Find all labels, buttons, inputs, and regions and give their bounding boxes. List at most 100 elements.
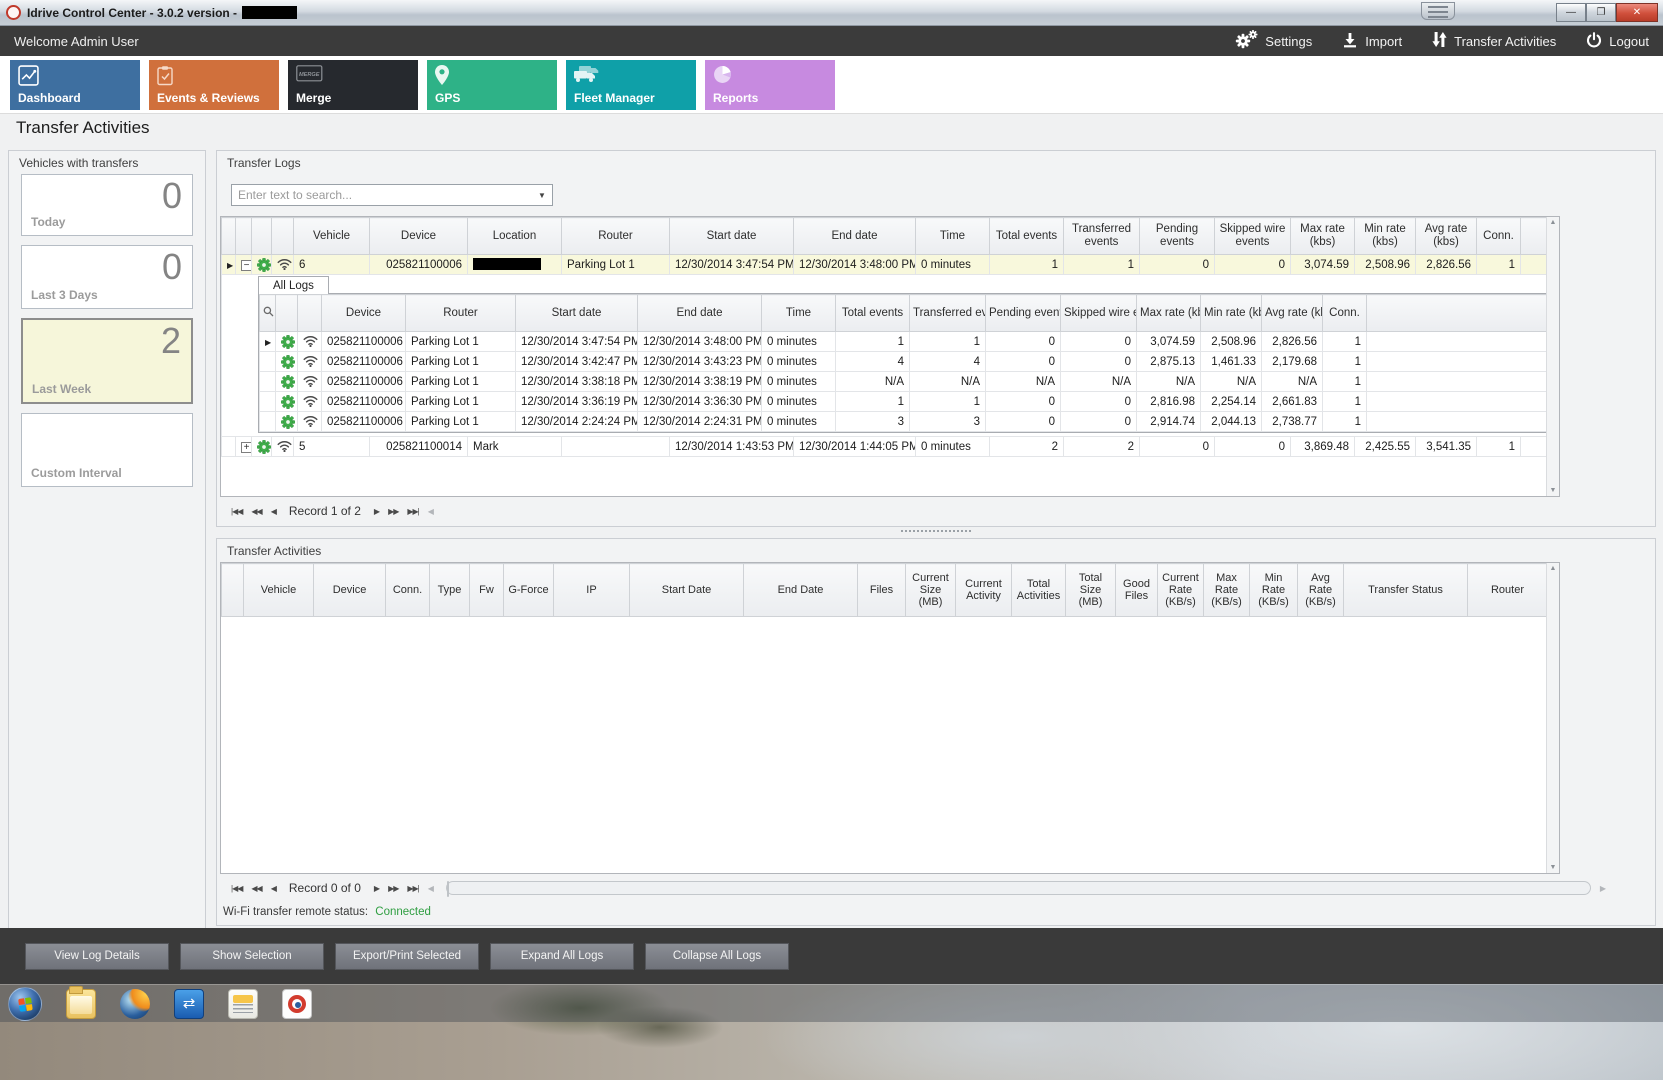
column-header[interactable]: Total events	[835, 294, 910, 332]
column-header[interactable]: Vehicle	[293, 217, 370, 255]
mail-app-icon[interactable]	[228, 988, 258, 1019]
column-header-blank[interactable]	[235, 217, 252, 255]
column-header[interactable]: End Date	[743, 563, 858, 617]
scroll-up-icon[interactable]: ▲	[1549, 219, 1557, 226]
tab-all-logs[interactable]: All Logs	[258, 276, 329, 294]
column-header[interactable]: Current Activity	[955, 563, 1012, 617]
column-header[interactable]: Good Files	[1115, 563, 1158, 617]
column-header[interactable]: IP	[553, 563, 630, 617]
nav-next-page-button[interactable]: ▶▶	[388, 883, 399, 893]
column-header[interactable]: Current Size (MB)	[905, 563, 956, 617]
vertical-scrollbar[interactable]: ▲ ▼	[1546, 563, 1559, 873]
scroll-up-icon[interactable]: ▲	[1549, 565, 1557, 572]
column-header[interactable]: Max rate (kbs)	[1290, 217, 1355, 255]
column-header[interactable]: Time	[915, 217, 990, 255]
column-header[interactable]: Avg rate (kbs)	[1261, 294, 1323, 332]
table-row[interactable]: 025821100006 Parking Lot 1 12/30/2014 3:42…	[259, 351, 1546, 372]
transfer-activities-button[interactable]: Transfer Activities	[1432, 31, 1556, 51]
expand-toggle[interactable]: +	[241, 441, 251, 453]
column-header[interactable]: Max rate (kbs)	[1136, 294, 1201, 332]
hscroll-left-icon[interactable]: ◀	[427, 883, 434, 893]
table-row[interactable]: 025821100006 Parking Lot 1 12/30/2014 3:38…	[259, 371, 1546, 392]
show-selection-button[interactable]: Show Selection	[180, 942, 324, 970]
firefox-icon[interactable]	[120, 988, 150, 1019]
column-header[interactable]: Type	[429, 563, 470, 617]
import-button[interactable]: Import	[1342, 32, 1402, 51]
logout-button[interactable]: Logout	[1586, 31, 1649, 51]
column-header[interactable]: Device	[369, 217, 468, 255]
blue-app-icon[interactable]: ⇄	[174, 988, 204, 1019]
column-header[interactable]: Max Rate (KB/s)	[1203, 563, 1250, 617]
column-header[interactable]: G-Force	[503, 563, 554, 617]
table-row[interactable]: ▶ −6 025821100006 Parking Lot 1 12/30/2014 3…	[221, 254, 1547, 275]
column-header[interactable]: Total Size (MB)	[1065, 563, 1116, 617]
column-header-blank[interactable]	[1520, 217, 1547, 255]
column-header[interactable]: Fw	[469, 563, 504, 617]
column-header[interactable]: Avg rate (kbs)	[1415, 217, 1477, 255]
collapse-toggle[interactable]: −	[241, 259, 251, 271]
panel-splitter[interactable]	[216, 528, 1656, 537]
remote-control-handle[interactable]	[1421, 2, 1455, 20]
column-header[interactable]: Current Rate (KB/s)	[1157, 563, 1204, 617]
vertical-scrollbar[interactable]: ▲ ▼	[1546, 217, 1559, 496]
nav-first-button[interactable]: |◀◀	[231, 883, 243, 893]
column-header-blank[interactable]	[251, 217, 272, 255]
column-header[interactable]: Start Date	[629, 563, 744, 617]
minimize-button[interactable]: —	[1556, 3, 1586, 22]
filter-card-last-3-days[interactable]: 0 Last 3 Days	[21, 245, 193, 309]
tab-dashboard[interactable]: Dashboard	[10, 60, 140, 110]
filter-card-today[interactable]: 0 Today	[21, 174, 193, 236]
maximize-button[interactable]: ❐	[1586, 3, 1616, 22]
media-app-icon[interactable]	[282, 988, 312, 1019]
filter-card-custom-interval[interactable]: Custom Interval	[21, 413, 193, 487]
hscroll-left-icon[interactable]: ◀	[427, 506, 434, 516]
tab-merge[interactable]: MERGE Merge	[288, 60, 418, 110]
column-header[interactable]: Pending events	[1139, 217, 1215, 255]
scroll-down-icon[interactable]: ▼	[1549, 864, 1557, 871]
column-header[interactable]: End date	[637, 294, 762, 332]
column-header[interactable]: Min rate (kbs)	[1200, 294, 1262, 332]
column-header-blank[interactable]	[221, 563, 244, 617]
column-header-blank[interactable]	[297, 294, 322, 332]
nav-prev-button[interactable]: ◀	[270, 506, 277, 516]
column-header[interactable]: Skipped wire events	[1060, 294, 1137, 332]
column-header[interactable]: Total events	[989, 217, 1064, 255]
scroll-down-icon[interactable]: ▼	[1549, 487, 1557, 494]
nav-last-button[interactable]: ▶▶|	[407, 883, 419, 893]
export-print-selected-button[interactable]: Export/Print Selected	[335, 942, 479, 970]
tab-gps[interactable]: GPS	[427, 60, 557, 110]
hscroll-right-icon[interactable]: ▶	[1599, 883, 1606, 893]
column-header[interactable]: Transfer Status	[1343, 563, 1468, 617]
nav-prev-page-button[interactable]: ◀◀	[251, 883, 262, 893]
column-header[interactable]: Avg Rate (KB/s)	[1297, 563, 1344, 617]
tab-reports[interactable]: Reports	[705, 60, 835, 110]
column-header-blank[interactable]	[1366, 294, 1546, 332]
table-row[interactable]: +5 025821100014 Mark 12/30/2014 1:43:53 PM 1…	[221, 436, 1547, 457]
file-explorer-icon[interactable]	[66, 985, 96, 1019]
nav-first-button[interactable]: |◀◀	[231, 506, 243, 516]
filter-card-last-week[interactable]: 2 Last Week	[21, 318, 193, 404]
column-header-blank[interactable]	[275, 294, 298, 332]
column-header[interactable]: Min Rate (KB/s)	[1249, 563, 1298, 617]
column-header[interactable]: Router	[561, 217, 670, 255]
nav-next-button[interactable]: ▶	[373, 883, 380, 893]
column-header[interactable]: Transferred events	[909, 294, 986, 332]
nav-next-page-button[interactable]: ▶▶	[388, 506, 399, 516]
collapse-all-logs-button[interactable]: Collapse All Logs	[645, 942, 789, 970]
nav-prev-button[interactable]: ◀	[270, 883, 277, 893]
nav-last-button[interactable]: ▶▶|	[407, 506, 419, 516]
column-header-blank[interactable]	[271, 217, 294, 255]
column-header[interactable]: Router	[1467, 563, 1548, 617]
column-header[interactable]: Device	[313, 563, 386, 617]
column-header[interactable]: Skipped wire events	[1214, 217, 1291, 255]
view-log-details-button[interactable]: View Log Details	[25, 942, 169, 970]
column-header[interactable]: Conn.	[385, 563, 430, 617]
table-row[interactable]: ▶ 025821100006 Parking Lot 1 12/30/2014 3:4…	[259, 331, 1546, 352]
column-header[interactable]: Start date	[515, 294, 638, 332]
column-header-blank[interactable]	[259, 294, 276, 332]
column-header[interactable]: Min rate (kbs)	[1354, 217, 1416, 255]
column-header[interactable]: Start date	[669, 217, 794, 255]
column-header[interactable]: Time	[761, 294, 836, 332]
column-header[interactable]: Pending events	[985, 294, 1061, 332]
search-dropdown-button[interactable]: ▼	[532, 185, 552, 205]
